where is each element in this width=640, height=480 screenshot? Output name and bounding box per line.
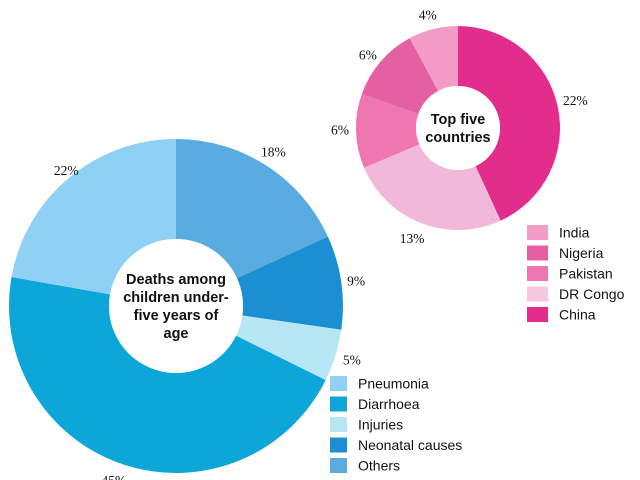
legend-swatch-pneumonia bbox=[330, 376, 347, 391]
countries-donut-chart: 22% 13% 6% 6% 4% Top five countries India Nigeri… bbox=[331, 8, 625, 323]
legend-label-injuries: Injuries bbox=[358, 417, 403, 433]
slice-neonatal-causes bbox=[236, 236, 343, 330]
legend-label-pakistan: Pakistan bbox=[559, 266, 613, 282]
label-neonatal-causes: 9% bbox=[347, 273, 365, 288]
slice-nigeria bbox=[361, 38, 439, 115]
legend-label-china: China bbox=[559, 307, 596, 323]
chart-title: Top five countries bbox=[425, 112, 490, 146]
label-nigeria: 6% bbox=[359, 48, 377, 63]
legend-label-india: India bbox=[559, 225, 590, 241]
legend-swatch-nigeria bbox=[527, 245, 548, 261]
legend-swatch-india bbox=[527, 225, 548, 240]
donut-hole bbox=[109, 239, 243, 373]
legend-label-neonatal-causes: Neonatal causes bbox=[358, 437, 462, 453]
label-dr-congo: 13% bbox=[400, 231, 425, 246]
slice-pneumonia bbox=[11, 139, 176, 295]
legend-swatch-pakistan bbox=[527, 266, 548, 281]
slice-pakistan bbox=[356, 94, 420, 168]
legend-label-others: Others bbox=[358, 458, 400, 474]
label-injuries: 5% bbox=[343, 352, 361, 367]
slice-diarrhoea bbox=[8, 277, 326, 473]
legend-label-nigeria: Nigeria bbox=[559, 245, 604, 261]
label-pakistan: 6% bbox=[331, 123, 349, 138]
label-china: 22% bbox=[563, 93, 588, 108]
slice-others bbox=[176, 139, 328, 279]
legend-swatch-neonatal-causes bbox=[330, 437, 347, 453]
legend-swatch-dr-congo bbox=[527, 286, 548, 302]
slice-india bbox=[409, 26, 458, 91]
label-others: 18% bbox=[261, 145, 286, 160]
slice-dr-congo bbox=[364, 144, 501, 230]
legend-swatch-others bbox=[330, 458, 347, 473]
legend-swatch-china bbox=[527, 307, 548, 322]
label-india: 4% bbox=[419, 8, 437, 23]
legend-swatch-injuries bbox=[330, 417, 347, 432]
legend: India Nigeria Pakistan DR Congo China bbox=[527, 225, 625, 323]
legend-swatch-diarrhoea bbox=[330, 396, 347, 412]
legend-label-diarrhoea: Diarrhoea bbox=[358, 396, 420, 412]
label-diarrhoea: 45% bbox=[101, 473, 126, 480]
chart-title: Deaths among children under-five years of… bbox=[123, 272, 229, 342]
slice-injuries bbox=[236, 315, 342, 381]
legend: Pneumonia Diarrhoea Injuries Neonatal cause… bbox=[330, 376, 462, 474]
slice-china bbox=[458, 26, 561, 221]
label-pneumonia: 22% bbox=[54, 163, 79, 178]
donut-hole bbox=[416, 86, 500, 170]
legend-label-pneumonia: Pneumonia bbox=[358, 376, 429, 392]
legend-label-dr-congo: DR Congo bbox=[559, 286, 625, 302]
